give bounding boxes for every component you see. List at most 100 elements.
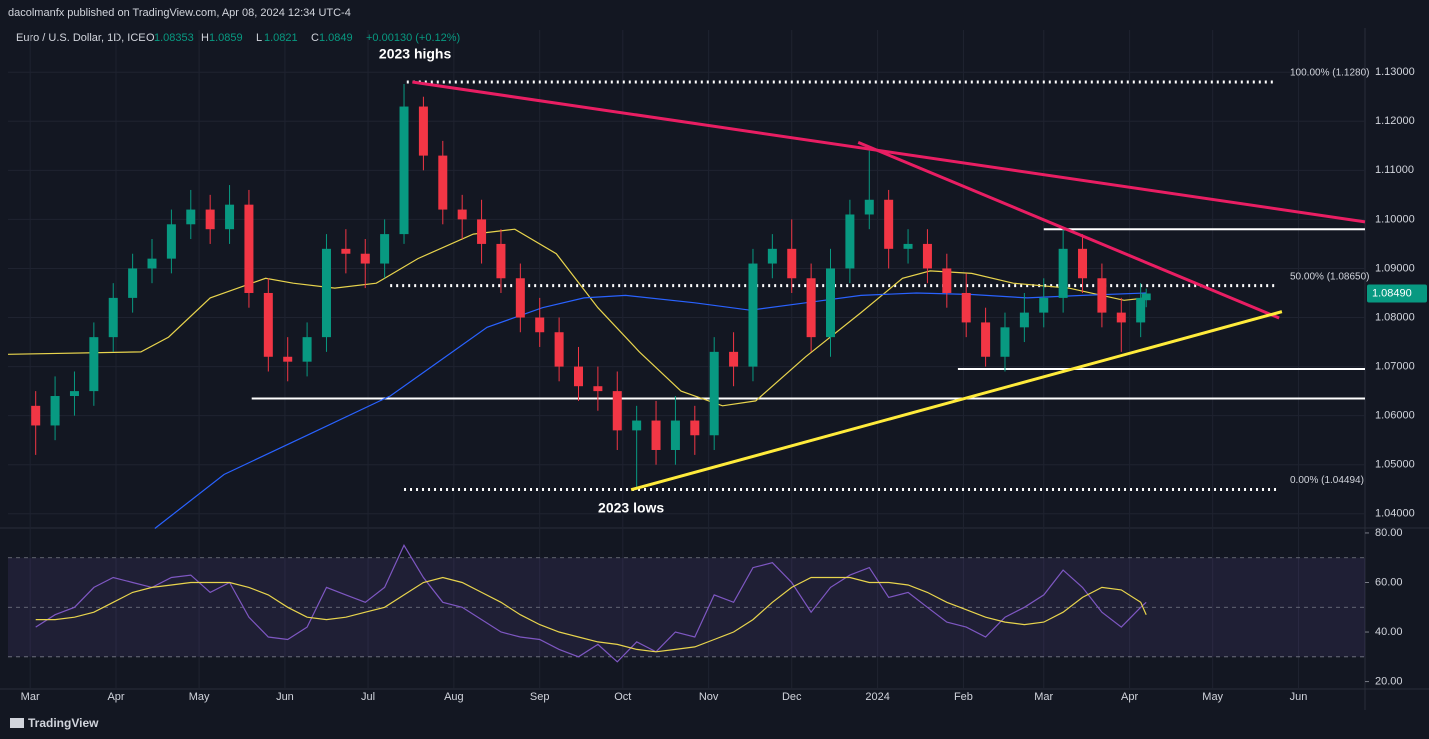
- legend-label: H: [201, 32, 209, 44]
- x-tick-label: 2024: [865, 691, 889, 703]
- candle-body: [1078, 248, 1088, 279]
- legend-label: O: [146, 32, 155, 44]
- x-tick-label: Apr: [107, 691, 124, 703]
- candle-body: [670, 420, 680, 450]
- fib-label: 100.00% (1.1280): [1290, 68, 1370, 79]
- x-tick-label: Aug: [444, 691, 464, 703]
- candle-body: [632, 420, 642, 431]
- annotation: 2023 lows: [598, 500, 664, 516]
- candle-body: [690, 420, 700, 436]
- candle-body: [729, 351, 739, 367]
- x-tick-label: Jun: [276, 691, 294, 703]
- candle-body: [496, 243, 506, 279]
- candle-body: [457, 209, 467, 220]
- y-tick-label: 1.07000: [1375, 360, 1415, 372]
- y-tick-label: 1.04000: [1375, 508, 1415, 520]
- candle-body: [108, 297, 118, 338]
- moving-average: [7, 228, 1147, 407]
- trendline: [857, 140, 1280, 320]
- x-tick-label: May: [189, 691, 210, 703]
- legend-value: 1.0849: [319, 32, 353, 44]
- brand-logo: [10, 718, 24, 728]
- candle-body: [651, 420, 661, 450]
- x-tick-label: Jun: [1290, 691, 1308, 703]
- candle-body: [399, 106, 409, 235]
- candle-body: [515, 278, 525, 318]
- candle-body: [186, 209, 196, 225]
- candle-body: [225, 204, 235, 230]
- candle-body: [845, 214, 855, 269]
- candle-body: [864, 199, 874, 215]
- candle-body: [787, 248, 797, 279]
- candle-body: [302, 337, 312, 362]
- x-tick-label: Jul: [361, 691, 375, 703]
- last-price-box: [1367, 284, 1427, 303]
- candle-body: [1058, 248, 1068, 298]
- candle-body: [31, 405, 41, 426]
- legend-value: 1.08353: [154, 32, 194, 44]
- header: dacolmanfx published on TradingView.com,…: [8, 7, 351, 19]
- y-tick-label: 1.09000: [1375, 262, 1415, 274]
- candle-body: [147, 258, 157, 269]
- candle-body: [283, 356, 293, 362]
- candle-body: [612, 391, 622, 431]
- legend-value: 1.0859: [209, 32, 243, 44]
- candle-body: [981, 322, 991, 357]
- y-tick-label: 1.08000: [1375, 311, 1415, 323]
- candle-body: [535, 317, 545, 333]
- x-tick-label: Feb: [954, 691, 973, 703]
- legend-value: 1.0821: [264, 32, 298, 44]
- candle-body: [554, 332, 564, 367]
- candle-body: [1141, 293, 1151, 301]
- x-tick-label: Oct: [614, 691, 631, 703]
- candle-body: [1116, 312, 1126, 323]
- candle-body: [922, 243, 932, 269]
- x-tick-label: Apr: [1121, 691, 1138, 703]
- candle-body: [961, 292, 971, 323]
- y-tick-label: 1.05000: [1375, 459, 1415, 471]
- candle-body: [418, 106, 428, 156]
- last-price-label: 1.08490: [1372, 287, 1412, 299]
- x-tick-label: Sep: [530, 691, 550, 703]
- rsi-tick-label: 60.00: [1375, 576, 1403, 588]
- candle-body: [1019, 312, 1029, 328]
- candle-body: [50, 396, 60, 426]
- moving-average: [154, 292, 1147, 529]
- annotation: 2023 highs: [379, 46, 452, 62]
- y-tick-label: 1.13000: [1375, 66, 1415, 78]
- candle-body: [166, 224, 176, 259]
- candle-body: [826, 268, 836, 338]
- candle-body: [1039, 297, 1049, 313]
- trendline: [412, 80, 1366, 224]
- rsi-tick-label: 20.00: [1375, 675, 1403, 687]
- candle-body: [263, 292, 273, 357]
- trendline: [630, 310, 1283, 492]
- candle-body: [128, 268, 138, 298]
- candle-body: [1136, 297, 1146, 323]
- x-tick-label: Mar: [1034, 691, 1053, 703]
- y-tick-label: 1.06000: [1375, 410, 1415, 422]
- candle-body: [709, 351, 719, 436]
- brand: TradingView: [28, 716, 99, 730]
- candle-body: [767, 248, 777, 264]
- candle-body: [321, 248, 331, 338]
- x-tick-label: May: [1202, 691, 1223, 703]
- rsi-tick-label: 40.00: [1375, 626, 1403, 638]
- y-tick-label: 1.10000: [1375, 213, 1415, 225]
- rsi-ma: [35, 576, 1147, 653]
- candle-body: [1000, 327, 1010, 357]
- candle-body: [438, 155, 448, 210]
- candle-body: [89, 337, 99, 392]
- rsi-tick-label: 80.00: [1375, 527, 1403, 539]
- candle-body: [573, 366, 583, 387]
- x-tick-label: Nov: [699, 691, 719, 703]
- legend-label: C: [311, 32, 319, 44]
- fib-label: 0.00% (1.04494): [1290, 475, 1364, 486]
- candle-body: [360, 253, 370, 264]
- candle-body: [341, 248, 351, 254]
- candle-body: [806, 278, 816, 338]
- candle-body: [69, 391, 79, 397]
- candle-body: [244, 204, 254, 293]
- legend-change: +0.00130 (+0.12%): [366, 32, 460, 44]
